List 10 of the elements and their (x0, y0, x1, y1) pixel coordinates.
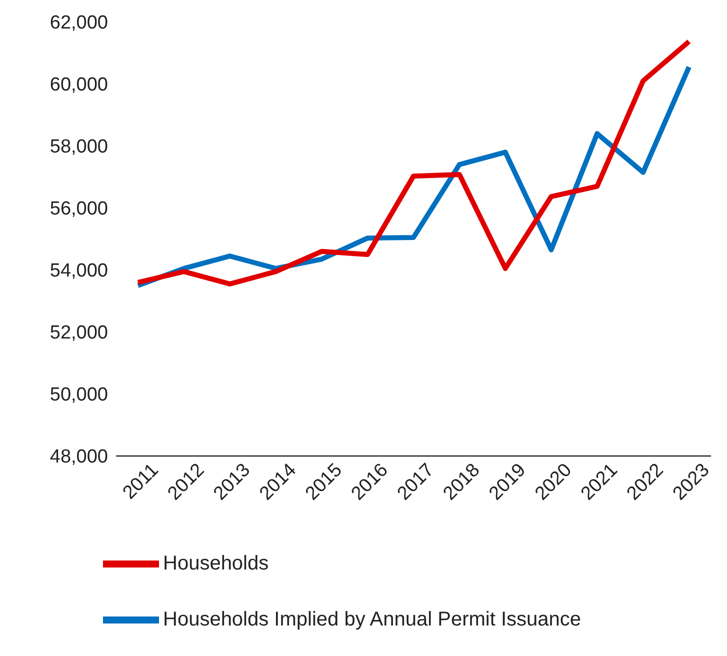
y-tick-label: 52,000 (50, 322, 108, 344)
y-tick-label: 56,000 (50, 198, 108, 220)
legend-label: Households Implied by Annual Permit Issuance (163, 608, 582, 630)
y-tick-label: 54,000 (50, 260, 108, 282)
y-tick-label: 60,000 (50, 74, 108, 96)
y-tick-label: 50,000 (50, 384, 108, 406)
y-tick-label: 48,000 (50, 446, 108, 468)
legend-label: Households (163, 552, 269, 574)
y-tick-label: 58,000 (50, 136, 108, 158)
y-tick-label: 62,000 (50, 12, 108, 34)
